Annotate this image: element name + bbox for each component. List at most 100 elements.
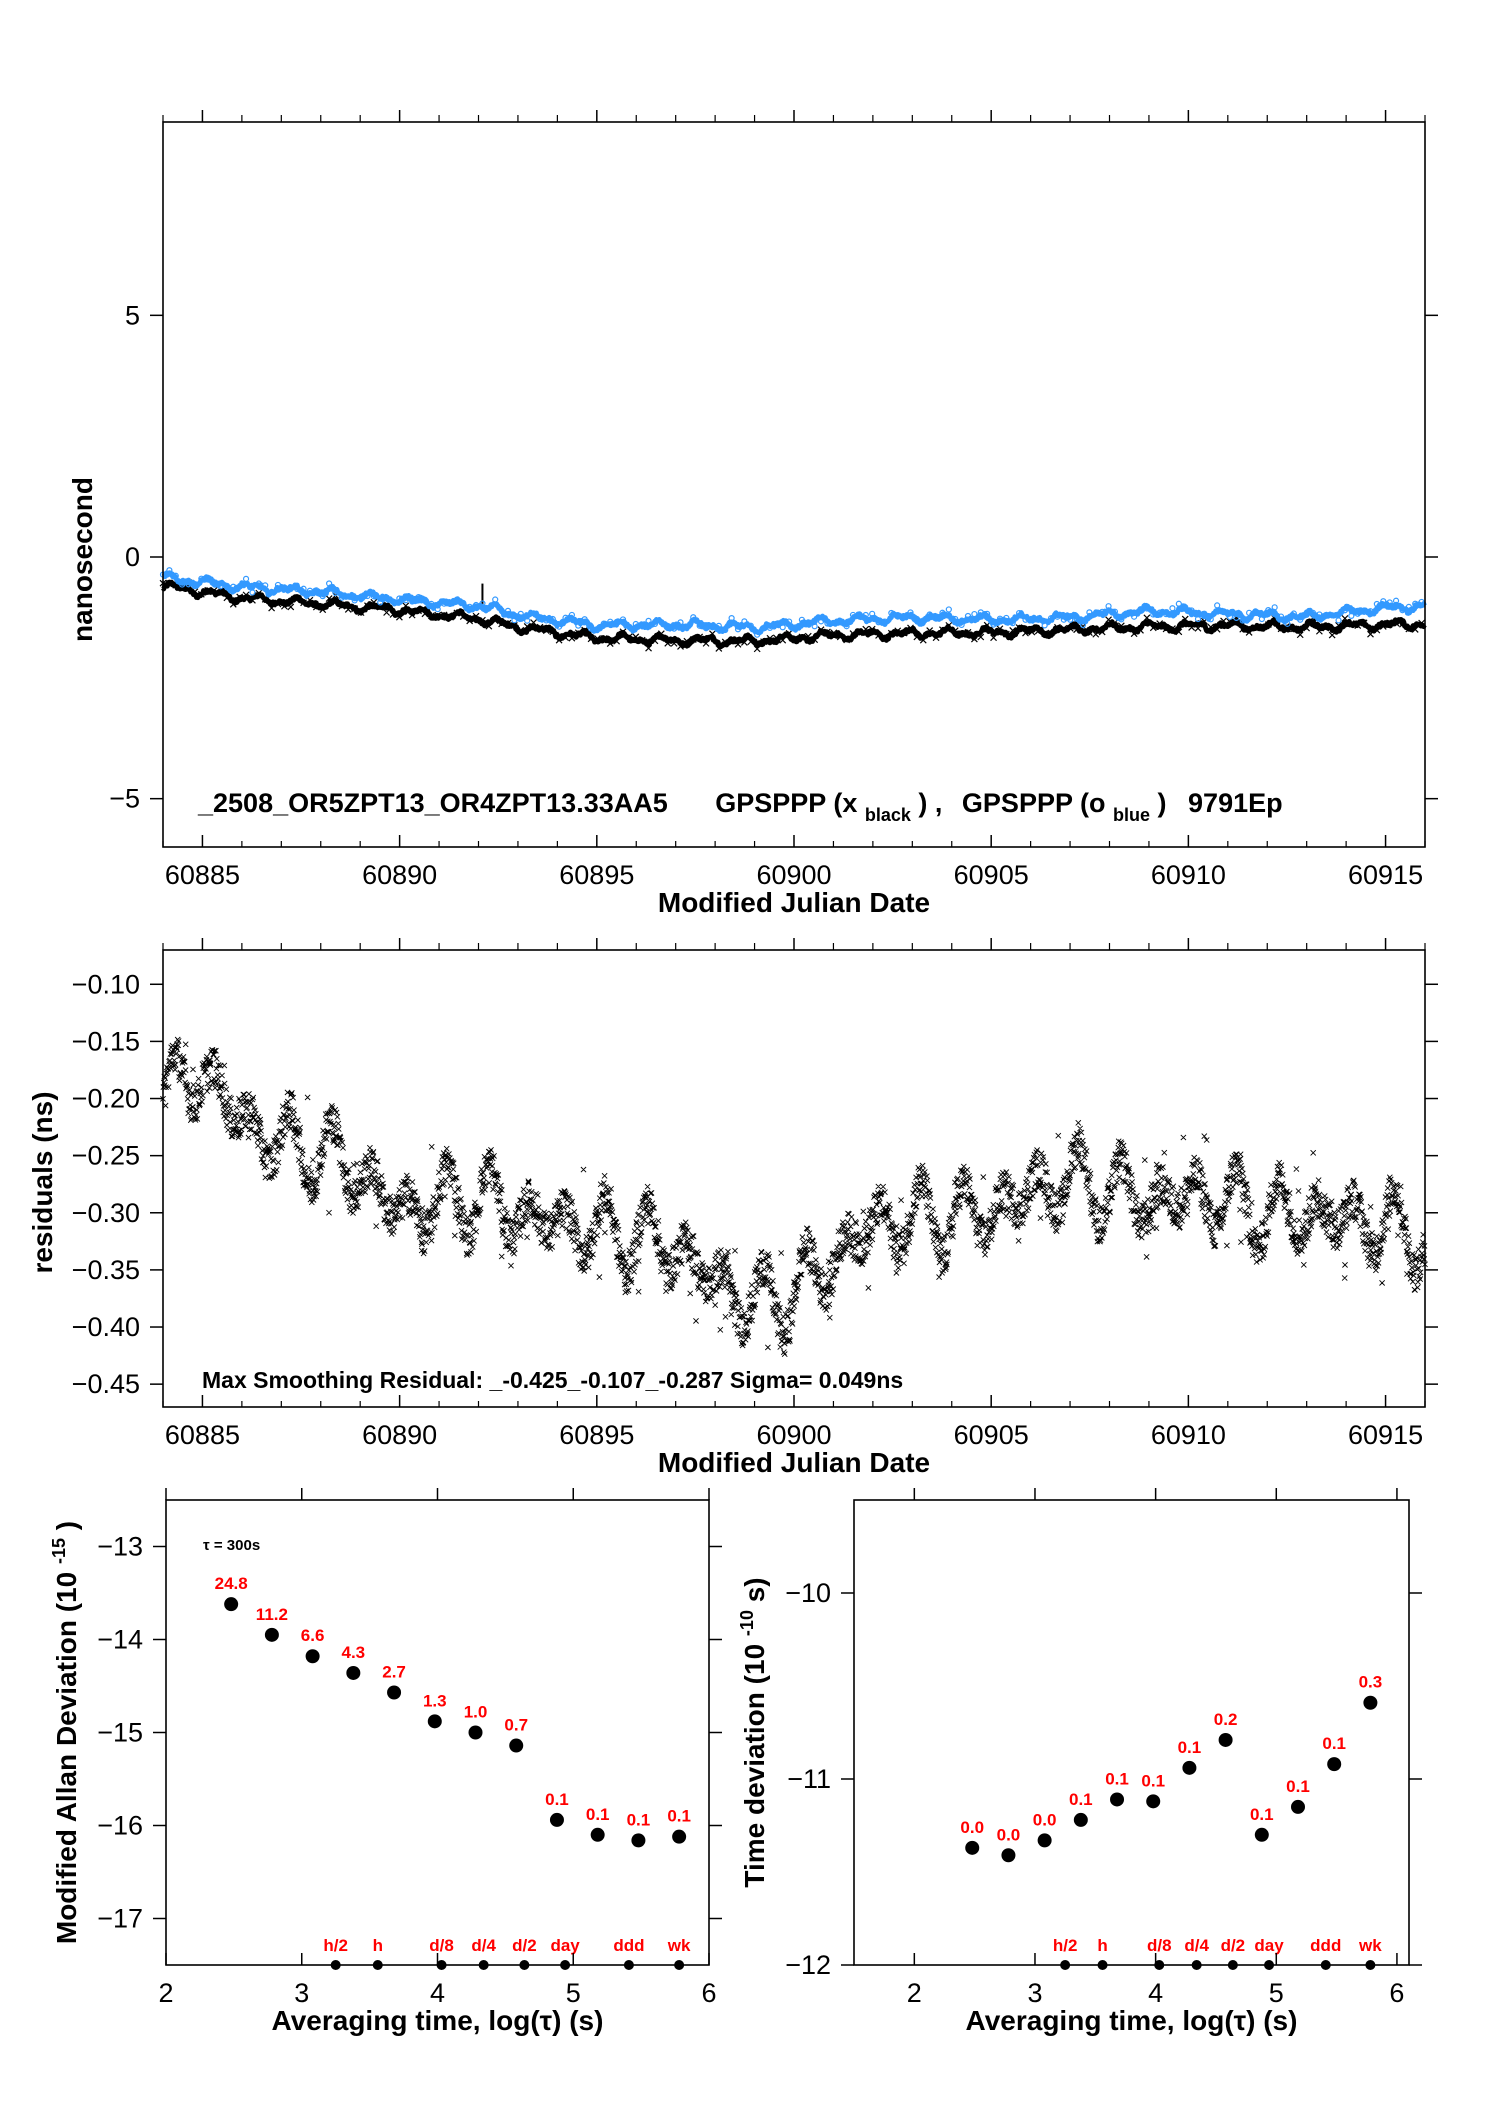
data-point	[952, 615, 959, 623]
data-point	[907, 624, 914, 632]
data-point	[517, 626, 525, 634]
data-point	[1245, 629, 1253, 636]
data-point	[364, 592, 371, 600]
data-point	[587, 625, 595, 632]
data-points	[160, 1036, 1428, 1358]
y-tick-label: −0.40	[72, 1312, 140, 1342]
data-point	[779, 636, 787, 644]
data-point	[229, 600, 237, 608]
data-point	[945, 621, 953, 629]
data-point	[1218, 1732, 1233, 1747]
data-point	[824, 620, 831, 627]
series1-label: GPSPPP (x	[715, 788, 857, 818]
data-point	[1354, 622, 1362, 630]
data-point	[1316, 611, 1323, 618]
plot-frame	[162, 949, 1426, 1408]
deviation-points: 24.8 11.2 6.6 4.3 2.7 1.3 1.0 0.7 0.1 0.1 0.1 0.1	[215, 1574, 691, 1848]
data-point	[383, 609, 391, 616]
data-point	[817, 626, 825, 634]
data-point	[1143, 605, 1150, 612]
x-tick-label: 60890	[362, 1420, 437, 1450]
data-point	[1226, 613, 1234, 621]
data-point	[268, 589, 275, 596]
data-point	[249, 596, 256, 604]
data-point	[1124, 624, 1132, 632]
data-point	[1022, 616, 1029, 623]
data-point	[798, 633, 806, 641]
data-point	[210, 587, 218, 594]
data-point	[1137, 626, 1144, 634]
x-axis-label: Modified Julian Date	[658, 1447, 930, 1478]
data-point	[919, 636, 927, 644]
data-point	[817, 618, 825, 625]
data-point	[581, 626, 589, 634]
data-point	[396, 595, 403, 602]
data-point	[274, 600, 282, 608]
data-point	[606, 640, 614, 647]
data-point	[468, 1725, 483, 1740]
data-point	[217, 589, 224, 597]
x-tick-label: 60910	[1151, 1420, 1226, 1450]
data-point	[427, 612, 435, 620]
data-point	[964, 628, 972, 636]
data-point	[1239, 625, 1247, 633]
data-point	[1329, 612, 1336, 619]
data-label: 0.0	[997, 1825, 1021, 1844]
data-point	[702, 639, 710, 647]
data-point	[932, 634, 940, 642]
data-point	[1143, 614, 1151, 622]
y-tick-label: −10	[785, 1578, 831, 1608]
data-point	[926, 611, 933, 618]
data-point	[734, 640, 742, 648]
data-point	[670, 639, 678, 647]
data-point	[1169, 625, 1176, 632]
data-point	[1405, 603, 1412, 610]
data-point	[556, 623, 563, 630]
data-point	[166, 567, 173, 574]
marker-label: d/8	[429, 1936, 454, 1955]
data-point	[715, 644, 723, 652]
y-axis-label-tail: s)	[739, 1577, 770, 1602]
data-point	[1137, 606, 1144, 613]
data-point	[466, 603, 473, 610]
data-point	[447, 613, 454, 621]
data-point	[198, 575, 205, 582]
data-label: 0.7	[504, 1716, 528, 1735]
data-point	[197, 590, 205, 598]
data-point	[1047, 629, 1055, 637]
data-point	[1214, 602, 1221, 609]
data-label: 0.1	[1178, 1738, 1202, 1757]
data-point	[1060, 616, 1067, 623]
data-point	[754, 631, 761, 638]
data-point	[658, 619, 665, 626]
data-point	[1412, 600, 1419, 607]
data-point	[1117, 622, 1125, 630]
data-point	[1379, 623, 1387, 630]
data-point	[728, 637, 736, 645]
data-point	[1105, 616, 1112, 624]
data-point	[894, 627, 902, 635]
data-point	[1181, 615, 1189, 623]
data-point	[689, 636, 697, 643]
data-point	[249, 589, 256, 596]
data-point	[549, 615, 556, 623]
y-tick-label: −13	[97, 1532, 143, 1562]
data-point	[1047, 615, 1055, 622]
data-point	[211, 580, 218, 587]
data-point	[1066, 624, 1074, 632]
data-point	[387, 1685, 402, 1700]
data-point	[805, 619, 812, 626]
data-point	[300, 599, 307, 607]
data-point	[191, 583, 199, 590]
averaging-markers: h/2 h d/8 d/4 d/2 day ddd wk	[1053, 1936, 1382, 1970]
data-point	[894, 613, 901, 620]
data-point	[191, 588, 199, 596]
data-label: 11.2	[256, 1605, 288, 1624]
data-point	[1016, 609, 1023, 617]
data-point	[581, 616, 588, 623]
data-point	[1399, 620, 1406, 628]
axes-layer: 60885 60890 60895 60900 60905 60910 60915 −5 0 5	[109, 110, 1438, 890]
data-point	[421, 596, 429, 603]
data-point	[672, 1829, 687, 1844]
